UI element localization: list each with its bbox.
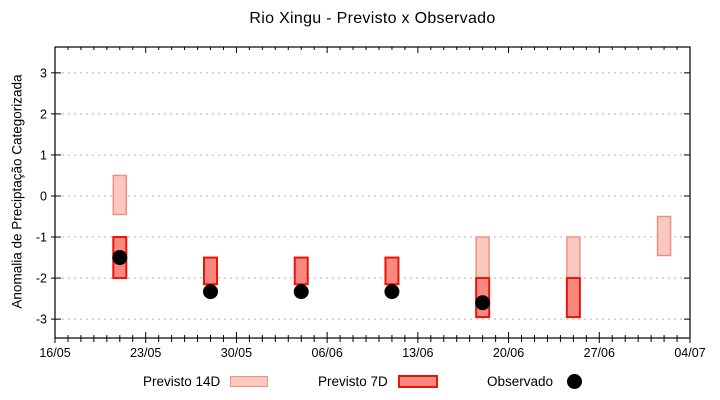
- y-tick-label: 1: [40, 148, 47, 162]
- x-tick-label: 13/06: [402, 346, 433, 360]
- x-tick-label: 23/05: [130, 346, 161, 360]
- y-tick-label: -1: [36, 231, 47, 245]
- observado-dot: [293, 284, 309, 300]
- y-tick-label: 0: [40, 189, 47, 203]
- previsto-14d-bar: [112, 174, 128, 216]
- legend-label-previsto-14d: Previsto 14D: [143, 374, 221, 389]
- x-tick-label: 16/05: [39, 346, 70, 360]
- plot-frame: [54, 46, 691, 339]
- x-tick-label: 27/06: [584, 346, 615, 360]
- plot-svg: 3 2 1 0 -1 -2 -3 16/05 23/05 30/05 06/06 13/06 20/06…: [36, 46, 706, 360]
- x-tick-label: 04/07: [674, 346, 705, 360]
- y-tick-label: 3: [40, 66, 47, 80]
- legend-item-previsto-7d: Previsto 7D: [318, 374, 438, 389]
- x-tick-label: 30/05: [221, 346, 252, 360]
- x-tick-label: 20/06: [493, 346, 524, 360]
- previsto-14d-bar: [656, 215, 672, 257]
- previsto-14d-swatch-icon: [230, 376, 269, 387]
- y-tick-label: -3: [36, 313, 47, 327]
- y-tick-label: 2: [40, 107, 47, 121]
- y-tick-label: -2: [36, 272, 47, 286]
- previsto-7d-bar: [203, 256, 219, 286]
- observado-dot-icon: [567, 374, 583, 389]
- previsto-7d-bar: [384, 256, 400, 286]
- legend-item-previsto-14d: Previsto 14D: [143, 374, 269, 389]
- legend-label-observado: Observado: [487, 374, 554, 389]
- observado-dot: [384, 284, 400, 300]
- previsto-14d-bar: [475, 236, 490, 279]
- observado-dot: [203, 284, 219, 300]
- chart-title: Rio Xingu - Previsto x Observado: [249, 10, 496, 27]
- x-tick-label: 06/06: [312, 346, 343, 360]
- observado-dot: [112, 250, 128, 266]
- previsto-7d-swatch-icon: [397, 375, 438, 388]
- observado-dot: [475, 295, 491, 311]
- previsto-7d-bar: [293, 256, 309, 286]
- legend-item-observado: Observado: [487, 374, 583, 389]
- legend: Previsto 14D Previsto 7D Observado: [0, 374, 720, 396]
- legend-label-previsto-7d: Previsto 7D: [318, 374, 388, 389]
- previsto-14d-bar: [566, 236, 581, 279]
- previsto-7d-bar: [565, 277, 581, 319]
